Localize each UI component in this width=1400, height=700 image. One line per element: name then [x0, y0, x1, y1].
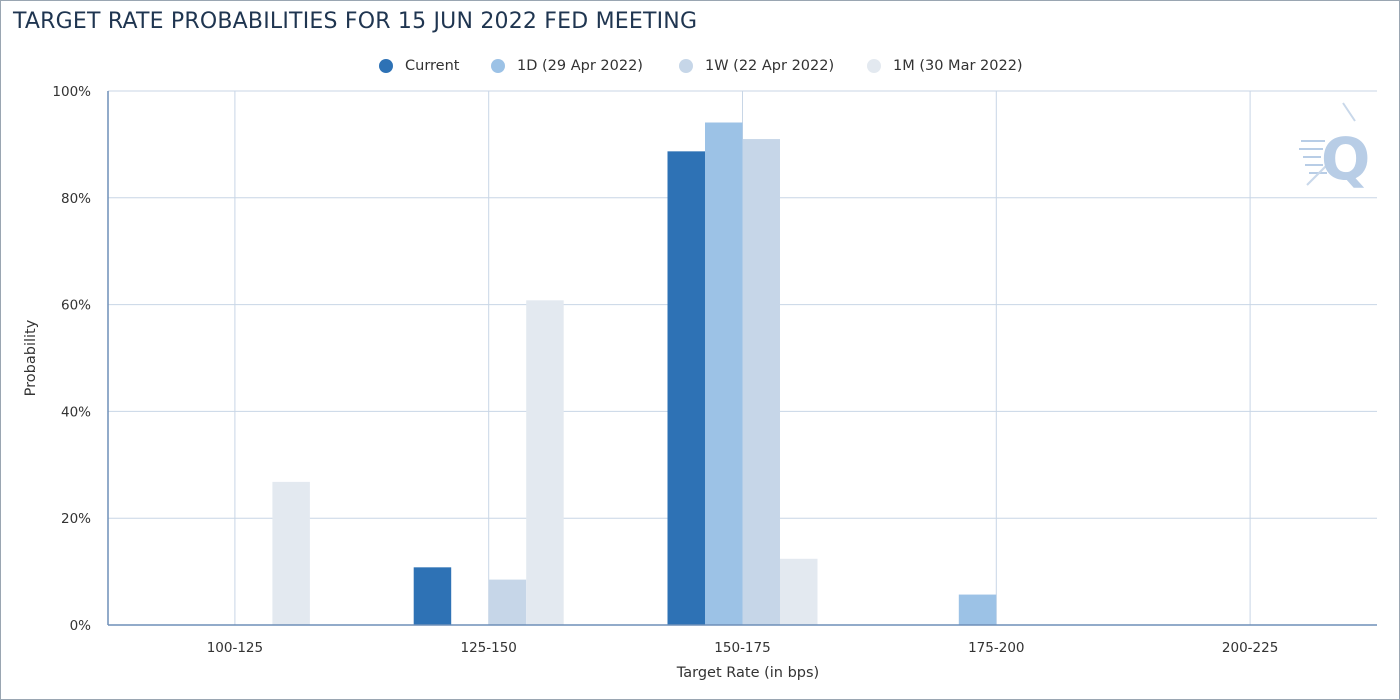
- bar-1m-125-150[interactable]: [526, 300, 564, 625]
- legend-swatch-1m: [867, 59, 881, 73]
- y-tick-label: 0%: [70, 618, 92, 634]
- q-logo-icon: Q: [1299, 102, 1369, 193]
- x-axis-title: Target Rate (in bps): [676, 665, 819, 681]
- bar-1w-150-175[interactable]: [742, 139, 781, 625]
- bar-1m-100-125[interactable]: [272, 481, 310, 625]
- legend-label-current: Current: [405, 58, 460, 74]
- bar-current-125-150[interactable]: [413, 567, 452, 625]
- legend-label-1m: 1M (30 Mar 2022): [893, 58, 1023, 74]
- x-tick-label: 175-200: [968, 640, 1024, 656]
- bar-1m-150-175[interactable]: [780, 558, 818, 625]
- legend-swatch-1w: [679, 59, 693, 73]
- legend-label-1d: 1D (29 Apr 2022): [517, 58, 643, 74]
- bars: [272, 122, 997, 626]
- legend-item-1d[interactable]: 1D (29 Apr 2022): [491, 55, 643, 77]
- x-tick-label: 200-225: [1222, 640, 1278, 656]
- axes: 0% 20% 40% 60% 80% 100% 100-125 125-150 150-175 1…: [52, 84, 1377, 656]
- legend: Current 1D (29 Apr 2022) 1W (22 Apr 2022…: [1, 55, 1400, 77]
- x-tick-label: 125-150: [460, 640, 516, 656]
- y-tick-label: 60%: [61, 298, 91, 314]
- svg-text:Q: Q: [1321, 125, 1369, 193]
- legend-item-1m[interactable]: 1M (30 Mar 2022): [867, 55, 1023, 77]
- legend-item-1w[interactable]: 1W (22 Apr 2022): [679, 55, 834, 77]
- y-tick-label: 20%: [61, 511, 91, 527]
- y-axis-title: Probability: [23, 319, 39, 396]
- y-tick-label: 100%: [52, 84, 91, 100]
- y-tick-label: 40%: [61, 404, 91, 420]
- bar-current-150-175[interactable]: [667, 151, 706, 626]
- legend-item-current[interactable]: Current: [379, 55, 459, 77]
- bar-1d-150-175[interactable]: [705, 122, 743, 626]
- bar-1d-175-200[interactable]: [958, 594, 997, 625]
- x-tick-label: 100-125: [207, 640, 263, 656]
- grid-lines: [108, 90, 1377, 625]
- legend-swatch-current: [379, 59, 393, 73]
- legend-label-1w: 1W (22 Apr 2022): [705, 58, 835, 74]
- x-tick-label: 150-175: [714, 640, 770, 656]
- y-tick-label: 80%: [61, 191, 91, 207]
- chart-title: TARGET RATE PROBABILITIES FOR 15 JUN 202…: [13, 9, 698, 34]
- legend-swatch-1d: [491, 59, 505, 73]
- bar-1w-125-150[interactable]: [488, 579, 527, 625]
